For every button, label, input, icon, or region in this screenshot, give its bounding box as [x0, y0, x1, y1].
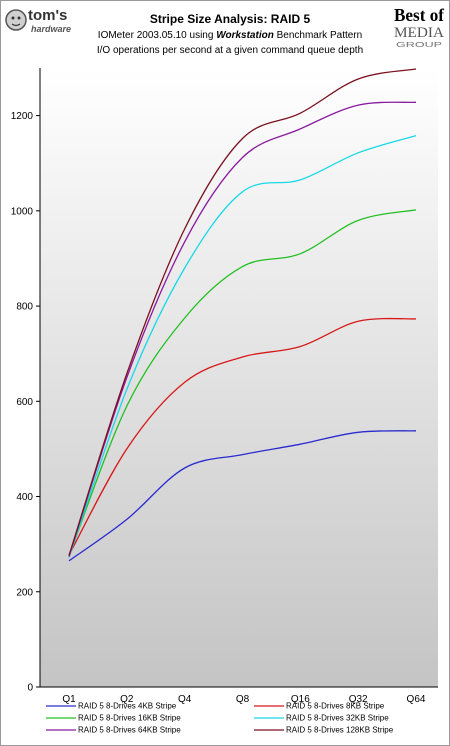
legend-label: RAID 5 8-Drives 4KB Stripe [78, 701, 177, 711]
series-line-4 [68, 134, 417, 558]
legend-label: RAID 5 8-Drives 16KB Stripe [78, 713, 181, 723]
legend-swatch [46, 717, 76, 719]
subtitle-emphasis: Workstation [216, 30, 274, 41]
logo-hardware-text: hardware [31, 24, 71, 34]
series-line-2 [68, 317, 417, 556]
best-of-media-logo: Best of MEDIA GROUP [394, 5, 445, 49]
legend-swatch [254, 717, 284, 719]
logo-bestof-text: Best of [394, 5, 445, 25]
toms-hardware-logo: tom's hardware [5, 7, 71, 34]
series-line-3 [68, 209, 417, 557]
y-tick-label: 200 [16, 587, 33, 598]
chart-title: Stripe Size Analysis: RAID 5 [149, 12, 311, 26]
legend-item: RAID 5 8-Drives 64KB Stripe [44, 725, 181, 735]
legend-item: RAID 5 8-Drives 128KB Stripe [252, 725, 393, 735]
subtitle-pre: IOMeter 2003.05.10 using [97, 30, 217, 41]
legend-swatch [46, 729, 76, 731]
subtitle-post: Benchmark Pattern [273, 30, 363, 41]
y-tick-label: 400 [16, 492, 33, 503]
legend-label: RAID 5 8-Drives 64KB Stripe [78, 725, 181, 735]
x-tick-label: Q4 [178, 694, 192, 705]
logo-toms-text: tom's [28, 7, 67, 24]
y-tick-label: 1200 [11, 111, 34, 122]
logo-media-text: MEDIA [394, 25, 444, 41]
legend-label: RAID 5 8-Drives 128KB Stripe [286, 725, 394, 735]
x-tick-label: Q16 [291, 694, 310, 705]
x-tick-label: Q64 [407, 694, 426, 705]
legend-label: RAID 5 8-Drives 32KB Stripe [286, 713, 389, 723]
logo-face-icon [5, 9, 27, 31]
legend-swatch [254, 705, 284, 707]
legend-swatch [254, 729, 284, 731]
legend-label: RAID 5 8-Drives 8KB Stripe [286, 701, 385, 711]
x-tick-label: Q1 [62, 694, 76, 705]
x-ticks: Q1 Q2 Q4 Q8 Q16 Q32 Q64 [62, 694, 426, 705]
x-tick-label: Q8 [236, 694, 250, 705]
x-tick-label: Q32 [349, 694, 368, 705]
legend-item: RAID 5 8-Drives 16KB Stripe [44, 713, 181, 723]
plot-area [40, 68, 438, 687]
series-line-6 [68, 68, 417, 556]
legend-swatch [46, 705, 76, 707]
series-line-1 [68, 430, 417, 562]
chart-subtitle-2: I/O operations per second at a given com… [96, 45, 364, 56]
y-ticks: 0 200 400 600 800 1000 1200 [11, 111, 40, 694]
logo-group-text: GROUP [396, 42, 443, 49]
y-tick-label: 1000 [11, 206, 34, 217]
legend-item: RAID 5 8-Drives 8KB Stripe [252, 701, 384, 711]
legend-item: RAID 5 8-Drives 32KB Stripe [252, 713, 389, 723]
y-tick-label: 0 [27, 683, 33, 694]
y-tick-label: 600 [16, 397, 33, 408]
series-line-5 [68, 101, 417, 557]
series-lines [68, 68, 417, 562]
x-tick-label: Q2 [120, 694, 134, 705]
y-tick-label: 800 [16, 302, 33, 313]
legend-item: RAID 5 8-Drives 4KB Stripe [44, 701, 176, 711]
chart-subtitle: IOMeter 2003.05.10 using Workstation Ben… [40, 30, 420, 41]
